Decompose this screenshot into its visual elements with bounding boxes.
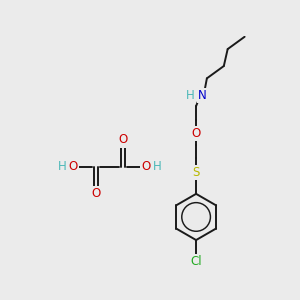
Text: Cl: Cl <box>190 255 202 268</box>
Text: H: H <box>186 89 194 102</box>
Text: O: O <box>92 187 100 200</box>
Text: O: O <box>118 134 128 146</box>
Text: O: O <box>191 127 201 140</box>
Text: H: H <box>152 160 161 173</box>
Text: N: N <box>198 89 207 102</box>
Text: O: O <box>141 160 151 173</box>
Text: S: S <box>192 166 200 179</box>
Text: O: O <box>68 160 77 173</box>
Text: H: H <box>58 160 67 173</box>
